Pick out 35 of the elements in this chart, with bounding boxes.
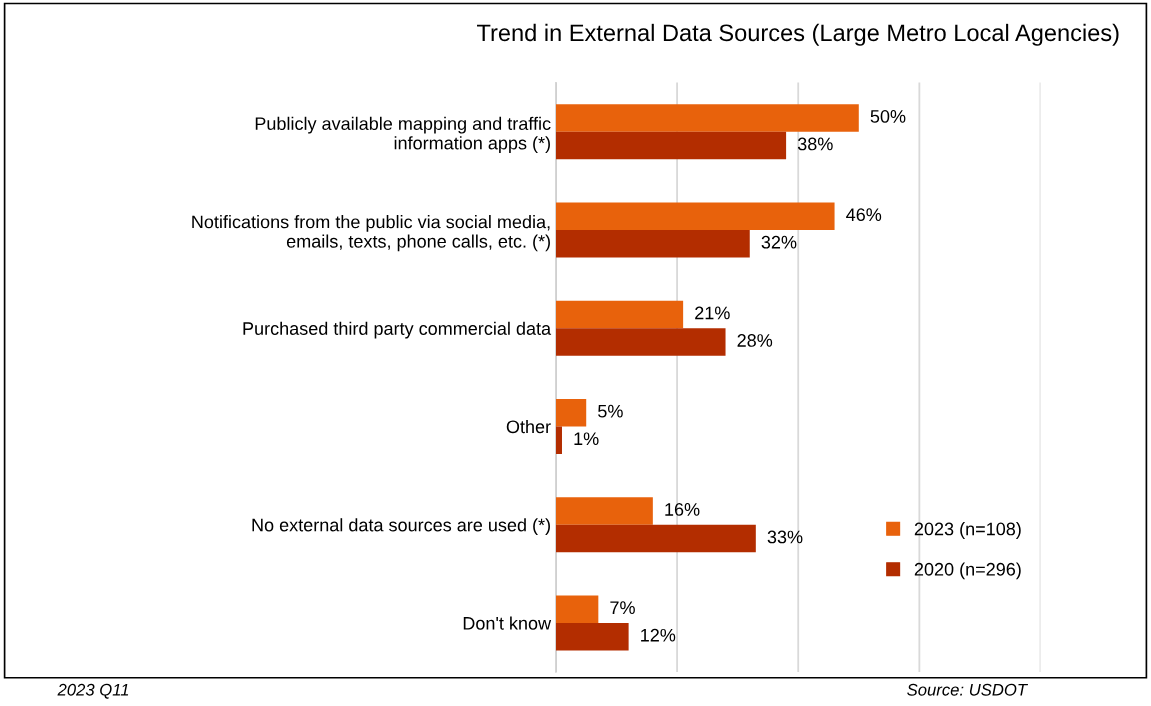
data-label: 32% — [761, 235, 797, 249]
bar — [555, 131, 787, 160]
y-tick-label: Don't know — [463, 616, 552, 630]
bar — [555, 300, 684, 329]
data-label: 38% — [797, 137, 833, 151]
y-tick-label: Other — [506, 419, 551, 434]
text: 2023 Q11 — [57, 683, 129, 699]
data-label: 46% — [846, 208, 882, 222]
bar — [555, 426, 562, 454]
data-label: 28% — [737, 334, 773, 347]
bar — [555, 622, 629, 651]
bar — [555, 328, 726, 356]
y-tick-label: No external data sources are used (*) — [252, 518, 550, 536]
data-label: 16% — [665, 503, 700, 516]
bar — [555, 595, 599, 623]
bar — [555, 497, 653, 525]
data-label: 21% — [695, 306, 730, 320]
legend-label: 2023 (n=108) — [914, 522, 1021, 539]
data-label: 33% — [767, 530, 803, 544]
y-tick-label: Purchased third party commercial data — [243, 321, 552, 339]
data-label: 50% — [870, 110, 906, 123]
data-label: 1% — [574, 432, 599, 446]
bar — [555, 229, 750, 258]
chart-title: Trend in External Data Sources (Large Metro Local Agencies) — [477, 23, 1119, 46]
data-label: 5% — [598, 404, 623, 418]
y-tick-label: Notifications from the public via social media, emails, texts, phone calls, etc. (*) — [192, 215, 550, 252]
legend-label: 2020 (n=296) — [914, 562, 1021, 580]
bar — [555, 398, 587, 427]
data-label: 12% — [641, 628, 676, 642]
bar — [555, 524, 756, 553]
source-note: Source: USDOT — [907, 683, 1029, 696]
y-tick-label: Publicly available mapping and traffic information apps (*) — [255, 116, 551, 154]
bar — [555, 104, 859, 132]
bar — [555, 202, 835, 230]
data-label: 7% — [610, 601, 635, 615]
